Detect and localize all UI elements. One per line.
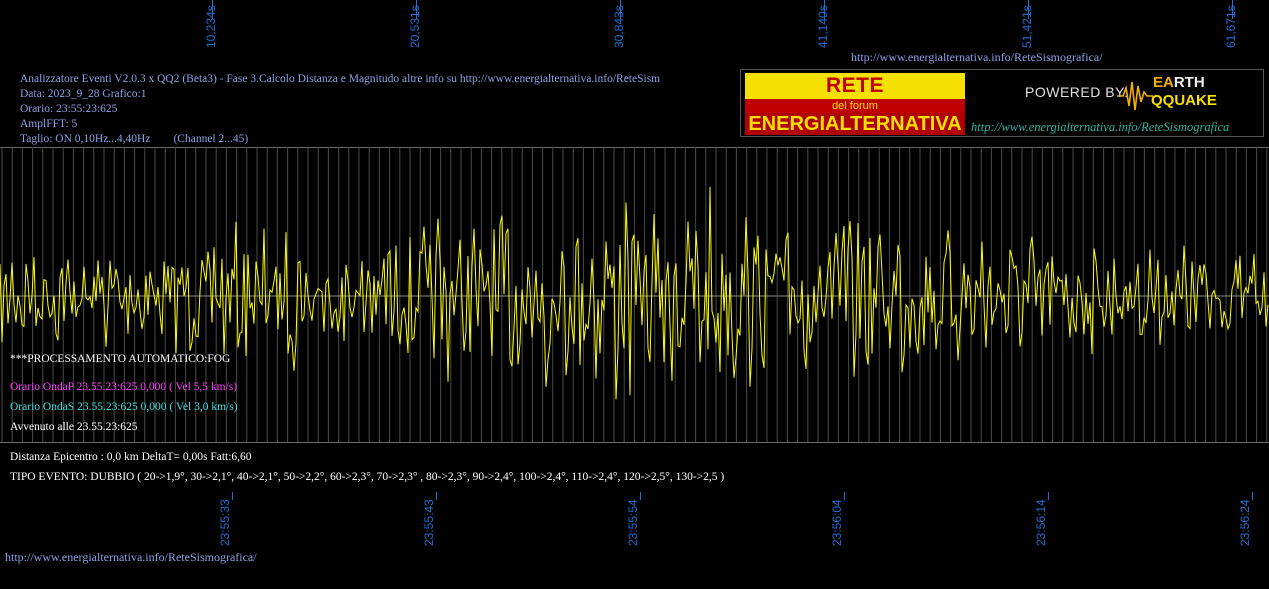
qquake-logo-text: QQUAKE bbox=[1151, 92, 1217, 109]
info-amplfft: AmplFFT: 5 bbox=[20, 118, 78, 130]
top-tick-label: 30,843s bbox=[612, 5, 626, 48]
bottom-tick-label: 23:56:24 bbox=[1238, 499, 1252, 546]
bottom-tick-mark bbox=[640, 492, 641, 500]
logo-url[interactable]: http://www.energialternativa.info/ReteSi… bbox=[971, 120, 1230, 134]
info-filter: Taglio: ON 0,10Hz...4,40Hz (Channel 2...… bbox=[20, 133, 249, 145]
top-tick-mark bbox=[1232, 0, 1233, 19]
event-occurred-time: Avvenuto alle 23.55.23:625 bbox=[10, 421, 138, 433]
header-url-link[interactable]: http://www.energialternativa.info/ReteSi… bbox=[851, 50, 1103, 64]
bottom-tick-mark bbox=[1048, 492, 1049, 500]
footer-url-link[interactable]: http://www.energialternativa.info/ReteSi… bbox=[5, 550, 257, 564]
logo-subtitle: del forum bbox=[745, 99, 965, 113]
seismic-trace bbox=[0, 186, 1269, 400]
bottom-tick-mark bbox=[844, 492, 845, 500]
rete-sismografica-logo[interactable]: RETE SISMOGRAFICA del forum ENERGIALTERN… bbox=[740, 69, 1264, 137]
bottom-tick-label: 23:56:04 bbox=[830, 499, 844, 546]
bottom-tick-label: 23:55:33 bbox=[218, 499, 232, 546]
top-tick-label: 41,140s bbox=[816, 5, 830, 48]
top-tick-mark bbox=[1028, 0, 1029, 19]
logo-brand: ENERGIALTERNATIVA bbox=[745, 113, 965, 135]
logo-title: RETE SISMOGRAFICA bbox=[745, 73, 965, 123]
processing-mode: ***PROCESSAMENTO AUTOMATICO:FOG bbox=[10, 353, 231, 365]
plot-bottom-border bbox=[0, 442, 1269, 443]
info-date: Data: 2023_9_28 Grafico:1 bbox=[20, 88, 147, 100]
top-tick-mark bbox=[416, 0, 417, 19]
seismogram-plot bbox=[0, 147, 1269, 442]
seismograph-wave-icon bbox=[1117, 81, 1153, 111]
bottom-tick-mark bbox=[232, 492, 233, 500]
bottom-tick-label: 23:55:54 bbox=[626, 499, 640, 546]
top-tick-label: 61,671s bbox=[1224, 5, 1238, 48]
bottom-tick-mark bbox=[1252, 492, 1253, 500]
onda-p-time: Orario OndaP 23.55.23:625 0,000 ( Vel 5,… bbox=[10, 381, 238, 393]
bottom-tick-mark bbox=[436, 492, 437, 500]
info-title: Analizzatore Eventi V2.0.3 x QQ2 (Beta3)… bbox=[20, 73, 661, 85]
top-tick-label: 20,531s bbox=[408, 5, 422, 48]
top-tick-label: 10,234s bbox=[204, 5, 218, 48]
info-time: Orario: 23:55:23:625 bbox=[20, 103, 118, 115]
top-tick-mark bbox=[212, 0, 213, 19]
powered-by-label: POWERED BY: bbox=[1025, 84, 1129, 100]
bottom-tick-label: 23:55:43 bbox=[422, 499, 436, 546]
event-type: TIPO EVENTO: DUBBIO ( 20->1,9°, 30->2,1°… bbox=[10, 471, 725, 483]
epicenter-distance: Distanza Epicentro : 0,0 km DeltaT= 0,00… bbox=[10, 451, 252, 463]
top-tick-mark bbox=[620, 0, 621, 19]
top-tick-label: 51,421s bbox=[1020, 5, 1034, 48]
earth-logo-text: EARTH bbox=[1153, 74, 1205, 91]
onda-s-time: Orario OndaS 23.55.23:625 0,000 ( Vel 3,… bbox=[10, 401, 238, 413]
top-tick-mark bbox=[824, 0, 825, 19]
bottom-tick-label: 23:56:14 bbox=[1034, 499, 1048, 546]
